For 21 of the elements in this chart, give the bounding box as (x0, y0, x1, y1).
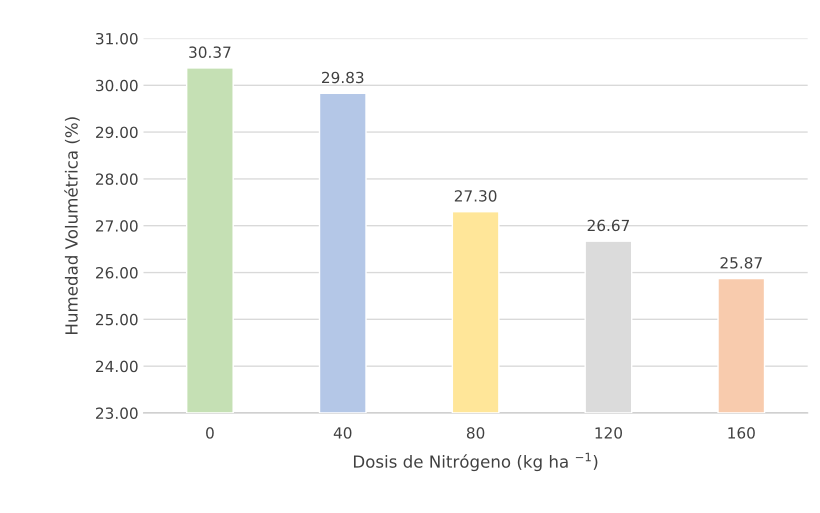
y-tick-label: 27.00 (96, 220, 138, 232)
x-tick-label: 40 (334, 427, 352, 439)
data-label: 30.37 (189, 46, 230, 58)
y-axis-title: Humedad Volumétrica (%) (64, 117, 80, 334)
x-tick-label: 80 (466, 427, 484, 439)
x-axis-title: Dosis de Nitrógeno (kg ha $^{−1}$) (354, 452, 598, 472)
y-tick-label: 29.00 (96, 126, 138, 138)
y-tick-label: 30.00 (96, 80, 138, 92)
x-tick-label: 160 (728, 427, 755, 439)
x-tick-label: 0 (206, 427, 214, 439)
y-tick-label: 25.00 (96, 314, 138, 326)
y-tick-label: 31.00 (96, 32, 138, 44)
data-label: 29.83 (322, 72, 364, 84)
y-tick-label: 23.00 (96, 407, 138, 419)
y-tick-label: 26.00 (96, 266, 138, 279)
data-label: 25.87 (720, 257, 762, 269)
x-tick-label: 120 (596, 427, 622, 439)
y-tick-label: 28.00 (96, 173, 138, 185)
data-label: 26.67 (588, 220, 630, 232)
y-tick-label: 24.00 (96, 360, 138, 372)
data-label: 27.30 (454, 190, 496, 202)
